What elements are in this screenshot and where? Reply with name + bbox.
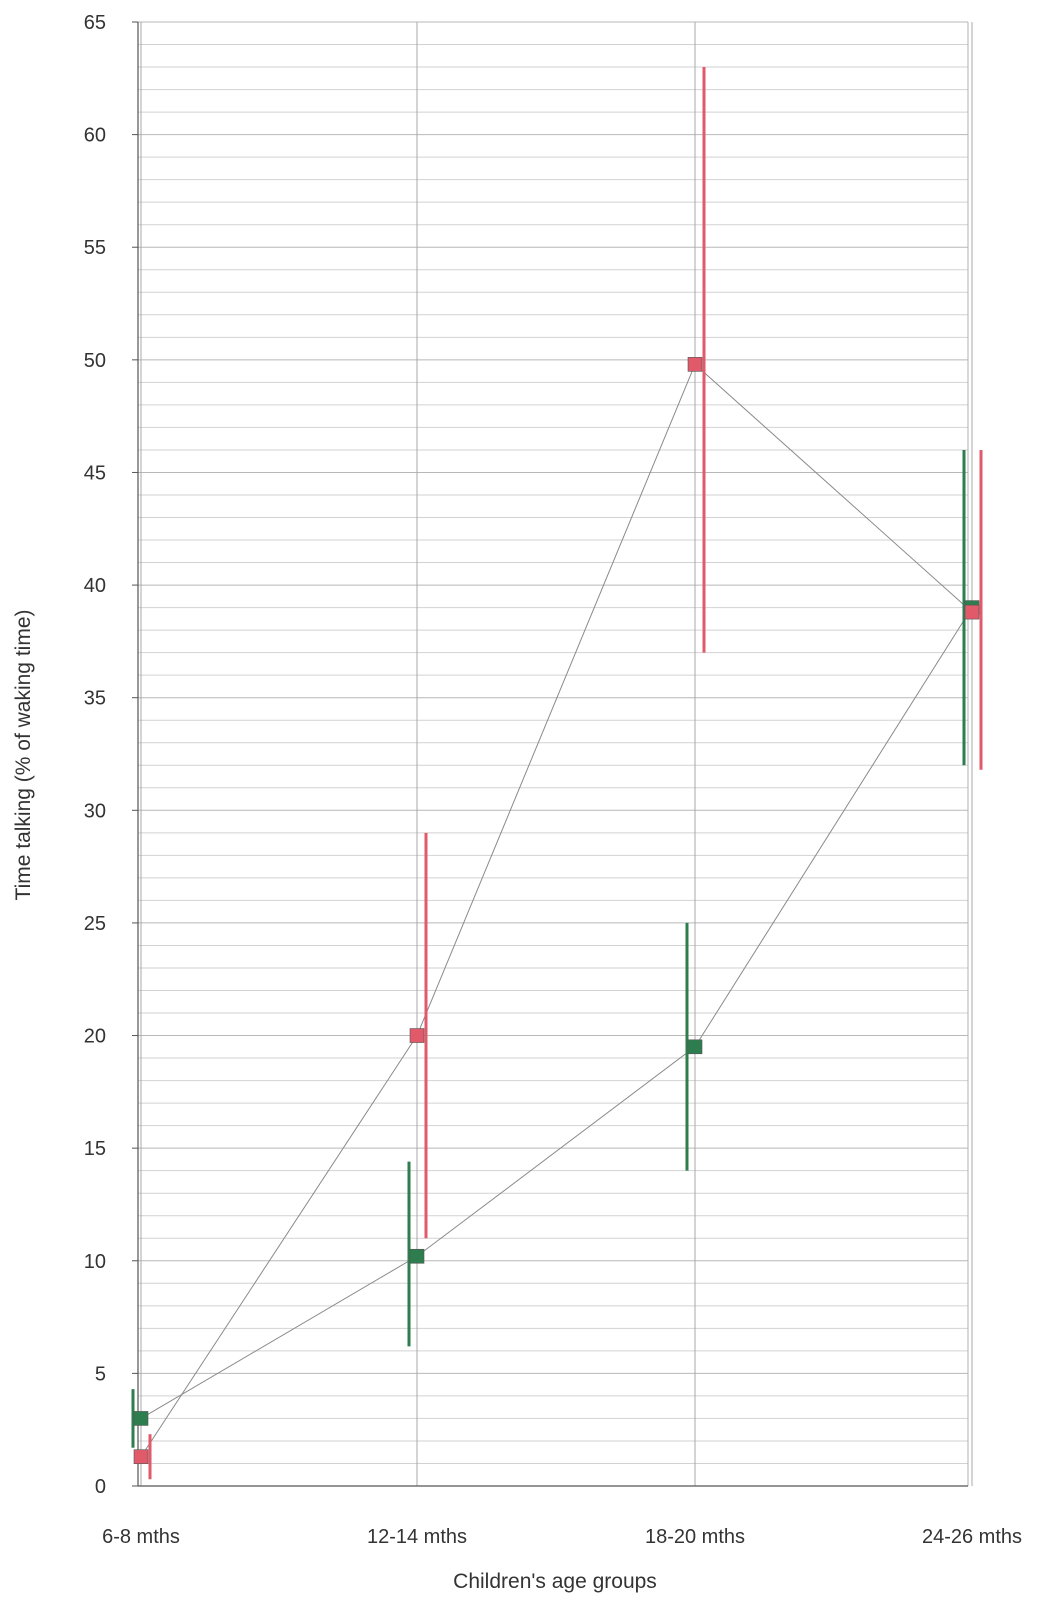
y-tick-label: 50 (84, 350, 106, 372)
y-tick-label: 0 (95, 1476, 106, 1498)
series-line (140, 363, 973, 1457)
data-point (133, 1449, 149, 1465)
y-tick-label: 35 (84, 688, 106, 710)
series-line (140, 607, 973, 1419)
y-tick-label: 45 (84, 462, 106, 484)
y-tick-label: 55 (84, 237, 106, 259)
x-tick-label: 6-8 mths (102, 1526, 180, 1548)
y-tick-label: 20 (84, 1026, 106, 1048)
x-tick-label: 18-20 mths (645, 1526, 745, 1548)
y-axis-title: Time talking (% of waking time) (12, 610, 35, 901)
y-tick-label: 40 (84, 575, 106, 597)
y-tick-label: 10 (84, 1251, 106, 1273)
y-tick-label: 25 (84, 913, 106, 935)
y-tick-label: 15 (84, 1138, 106, 1160)
data-point (964, 604, 980, 620)
y-tick-label: 5 (95, 1363, 106, 1385)
data-point (687, 357, 703, 372)
data-point (409, 1248, 425, 1264)
line-layer (140, 363, 973, 1457)
data-point (687, 1039, 703, 1055)
axis-layer (132, 21, 968, 1487)
y-tick-label: 60 (84, 125, 106, 147)
y-tick-label: 65 (84, 12, 106, 34)
data-point (133, 1411, 149, 1426)
y-tick-label: 30 (84, 800, 106, 822)
x-tick-label: 24-26 mths (922, 1526, 1022, 1548)
grid-layer (138, 21, 973, 1487)
error-bars (131, 67, 983, 1480)
data-point (409, 1028, 425, 1043)
x-tick-label: 12-14 mths (367, 1526, 467, 1548)
markers (133, 357, 980, 1465)
x-axis-title: Children's age groups (453, 1570, 657, 1593)
labels: Children's age groups Time talking (% of… (12, 12, 1022, 1593)
